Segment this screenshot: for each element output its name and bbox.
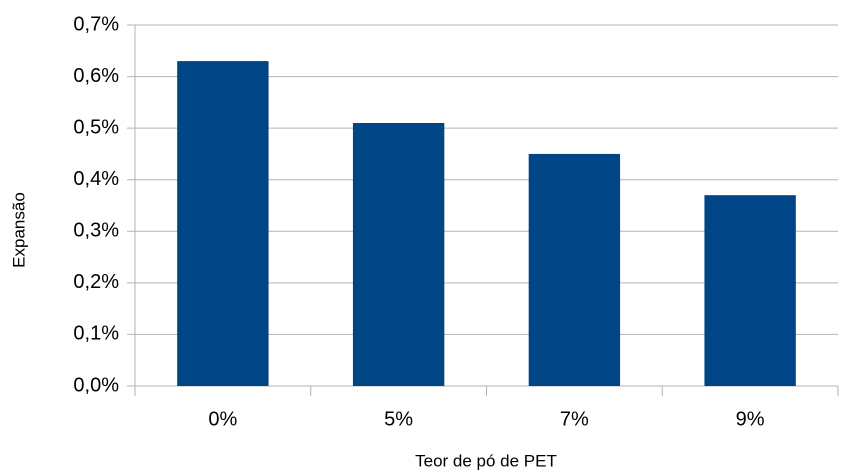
y-tick-label: 0,6% (73, 65, 119, 87)
x-tick-label: 0% (208, 408, 237, 430)
y-tick-label: 0,1% (73, 323, 119, 345)
y-tick-label: 0,3% (73, 220, 119, 242)
x-tick-label: 5% (384, 408, 413, 430)
y-tick-label: 0,0% (73, 374, 119, 396)
y-tick-label: 0,4% (73, 168, 119, 190)
x-tick-label: 7% (560, 408, 589, 430)
bar (352, 122, 445, 386)
bar (177, 61, 269, 386)
y-axis-label: Expansão (9, 192, 28, 268)
x-tick-label: 9% (736, 408, 765, 430)
y-tick-label: 0,7% (73, 13, 119, 35)
x-axis-label: Teor de pó de PET (415, 451, 557, 470)
bar (528, 153, 621, 386)
y-tick-label: 0,5% (73, 116, 119, 138)
bar (704, 195, 796, 386)
y-tick-label: 0,2% (73, 271, 119, 293)
